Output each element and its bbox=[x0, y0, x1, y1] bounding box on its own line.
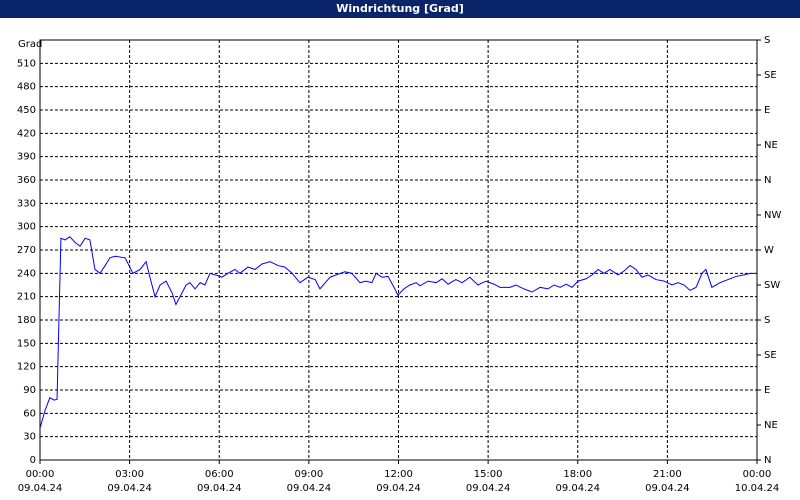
x-tick-date: 09.04.24 bbox=[18, 483, 63, 494]
x-tick-label: 12:00 bbox=[384, 469, 413, 480]
x-tick-label: 15:00 bbox=[474, 469, 503, 480]
y2-tick-label: N bbox=[764, 175, 771, 186]
x-tick-label: 00:00 bbox=[26, 469, 55, 480]
x-tick-date: 09.04.24 bbox=[555, 483, 600, 494]
y2-tick-label: NE bbox=[764, 140, 778, 151]
y-tick-label: 120 bbox=[17, 362, 36, 373]
y-tick-label: 180 bbox=[17, 315, 36, 326]
x-tick-label: 18:00 bbox=[563, 469, 592, 480]
y2-tick-label: W bbox=[764, 245, 774, 256]
x-tick-date: 09.04.24 bbox=[645, 483, 690, 494]
y-tick-label: 240 bbox=[17, 268, 36, 279]
y2-tick-label: NW bbox=[764, 210, 781, 221]
plot-frame bbox=[39, 39, 758, 461]
y-tick-label: 480 bbox=[17, 82, 36, 93]
y2-tick-label: SW bbox=[764, 280, 780, 291]
x-tick-label: 06:00 bbox=[205, 469, 234, 480]
x-tick-label: 21:00 bbox=[653, 469, 682, 480]
y-tick-label: 330 bbox=[17, 198, 36, 209]
y-tick-label: 450 bbox=[17, 105, 36, 116]
x-tick-date: 09.04.24 bbox=[107, 483, 152, 494]
x-tick-date: 09.04.24 bbox=[197, 483, 242, 494]
y-tick-label: 0 bbox=[30, 455, 36, 466]
x-tick-label: 09:00 bbox=[294, 469, 323, 480]
x-tick-label: 00:00 bbox=[743, 469, 772, 480]
y-tick-label: 210 bbox=[17, 292, 36, 303]
y-tick-label: 420 bbox=[17, 128, 36, 139]
y-tick-label: 150 bbox=[17, 338, 36, 349]
y-tick-label: 90 bbox=[23, 385, 36, 396]
y2-tick-label: N bbox=[764, 455, 771, 466]
y2-tick-label: S bbox=[764, 315, 770, 326]
x-tick-date: 10.04.24 bbox=[735, 483, 780, 494]
x-tick-date: 09.04.24 bbox=[376, 483, 421, 494]
x-tick-date: 09.04.24 bbox=[466, 483, 511, 494]
y-tick-label: 360 bbox=[17, 175, 36, 186]
y2-tick-label: S bbox=[764, 35, 770, 46]
y-tick-label: 510 bbox=[17, 58, 36, 69]
y-tick-label: 30 bbox=[23, 432, 36, 443]
y-axis-label: Grad bbox=[18, 39, 42, 50]
data-line bbox=[39, 236, 757, 429]
y-tick-label: 390 bbox=[17, 152, 36, 163]
x-tick-date: 09.04.24 bbox=[287, 483, 332, 494]
y2-tick-label: SE bbox=[764, 70, 777, 81]
x-tick-label: 03:00 bbox=[115, 469, 144, 480]
chart-title: Windrichtung [Grad] bbox=[336, 2, 464, 15]
y2-tick-label: E bbox=[764, 105, 770, 116]
title-bar bbox=[0, 0, 800, 18]
y2-tick-label: E bbox=[764, 385, 770, 396]
y-tick-label: 60 bbox=[23, 408, 36, 419]
y2-tick-label: NE bbox=[764, 420, 778, 431]
y2-tick-label: SE bbox=[764, 350, 777, 361]
y-tick-label: 300 bbox=[17, 222, 36, 233]
y-tick-label: 270 bbox=[17, 245, 36, 256]
